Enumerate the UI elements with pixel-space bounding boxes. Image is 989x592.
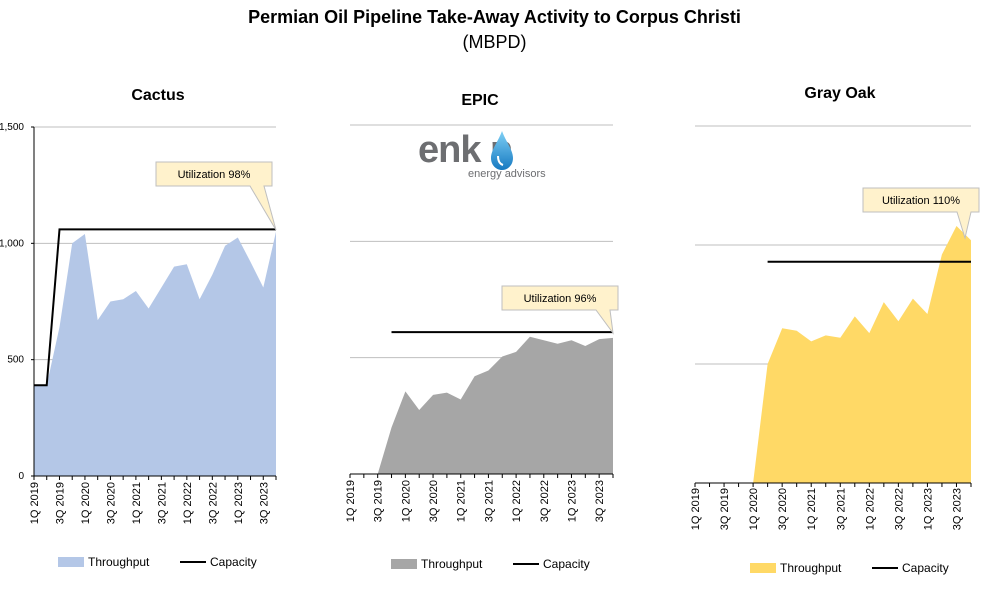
- x-tick-label: 3Q 2023: [258, 482, 270, 524]
- x-tick-label: 1Q 2023: [922, 488, 934, 530]
- utilization-label: Utilization 96%: [524, 293, 597, 305]
- utilization-callout: [501, 285, 619, 335]
- x-tick-label: 3Q 2022: [893, 488, 905, 530]
- x-tick-label: 1Q 2020: [748, 488, 760, 530]
- x-tick-label: 1Q 2022: [511, 480, 523, 522]
- throughput-area: [695, 226, 971, 483]
- x-tick-label: 3Q 2019: [373, 480, 385, 522]
- x-tick-label: 1Q 2023: [233, 482, 245, 524]
- chart-panel-0: Cactus 1,500 1,000 500 0 1Q 2019 3Q 2019 1Q 202…: [0, 87, 277, 569]
- x-tick-label: 3Q 2022: [207, 482, 219, 524]
- y-tick-label: 1,000: [0, 238, 24, 249]
- x-tick-label: 1Q 2021: [806, 488, 818, 530]
- y-tick-label: 1,500: [0, 122, 24, 133]
- x-tick-label: 3Q 2021: [835, 488, 847, 530]
- panel-title: Gray Oak: [804, 85, 875, 102]
- x-tick-label: 1Q 2021: [456, 480, 468, 522]
- legend-label-throughput: Throughput: [780, 561, 842, 575]
- x-tick-label: 1Q 2019: [29, 482, 41, 524]
- utilization-callout: [155, 161, 277, 231]
- x-tick-label: 1Q 2020: [400, 480, 412, 522]
- x-tick-label: 3Q 2019: [54, 482, 66, 524]
- x-tick-label: 3Q 2023: [951, 488, 963, 530]
- legend-label-capacity: Capacity: [902, 561, 949, 575]
- x-tick-label: 1Q 2022: [182, 482, 194, 524]
- chart-panel-1: EPIC 1Q 2019 3Q 2019 1Q 2020 3Q 2020 1Q 2021 3…: [345, 92, 619, 571]
- x-tick-label: 3Q 2021: [483, 480, 495, 522]
- y-tick-label: 500: [7, 355, 24, 366]
- x-tick-label: 1Q 2022: [864, 488, 876, 530]
- throughput-area: [34, 231, 276, 476]
- x-tick-label: 3Q 2023: [594, 480, 606, 522]
- utilization-label: Utilization 98%: [178, 169, 251, 181]
- throughput-area: [350, 336, 613, 474]
- panel-title: Cactus: [131, 87, 184, 104]
- x-tick-label: 3Q 2019: [719, 488, 731, 530]
- water-drop-icon: [491, 131, 513, 170]
- x-tick-label: 1Q 2019: [345, 480, 357, 522]
- x-tick-label: 1Q 2023: [566, 480, 578, 522]
- x-tick-label: 3Q 2021: [156, 482, 168, 524]
- utilization-callout: [862, 187, 980, 240]
- x-tick-label: 1Q 2021: [131, 482, 143, 524]
- legend-label-capacity: Capacity: [543, 557, 590, 571]
- x-tick-label: 3Q 2020: [777, 488, 789, 530]
- legend-label-throughput: Throughput: [421, 557, 483, 571]
- chart-title: Permian Oil Pipeline Take-Away Activity …: [248, 7, 741, 27]
- x-tick-label: 1Q 2019: [690, 488, 702, 530]
- x-tick-label: 3Q 2020: [428, 480, 440, 522]
- utilization-label: Utilization 110%: [882, 195, 960, 207]
- chart-subtitle: (MBPD): [462, 32, 527, 52]
- enkon-logo: enk n energy advisors: [418, 128, 548, 184]
- legend-swatch-throughput: [391, 559, 417, 569]
- legend-swatch-throughput: [58, 557, 84, 567]
- legend-label-capacity: Capacity: [210, 555, 257, 569]
- logo-tagline: energy advisors: [468, 168, 546, 180]
- legend-swatch-throughput: [750, 563, 776, 573]
- y-tick-label: 0: [18, 471, 24, 482]
- x-tick-label: 1Q 2020: [80, 482, 92, 524]
- panel-title: EPIC: [461, 92, 499, 109]
- x-tick-label: 3Q 2020: [105, 482, 117, 524]
- x-tick-label: 3Q 2022: [539, 480, 551, 522]
- legend-label-throughput: Throughput: [88, 555, 150, 569]
- chart-panel-2: Gray Oak 1Q 2019 3Q 2019 1Q 2020 3Q 2020 1Q 2…: [690, 85, 980, 575]
- capacity-line: [34, 228, 276, 387]
